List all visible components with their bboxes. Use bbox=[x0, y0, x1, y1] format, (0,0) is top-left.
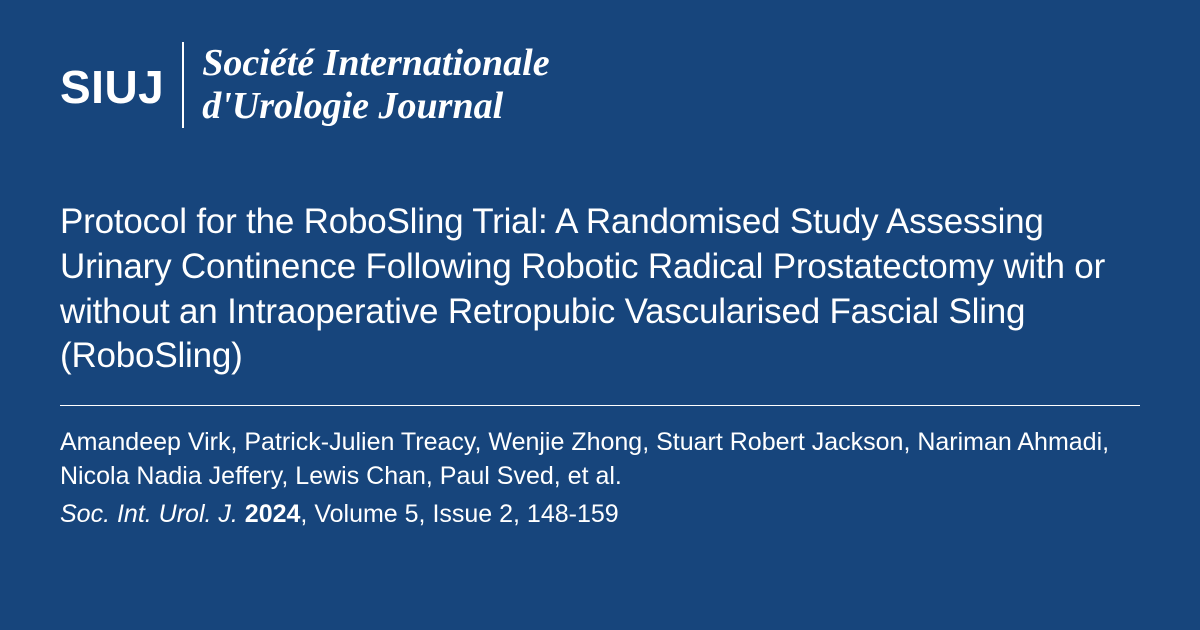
article-authors: Amandeep Virk, Patrick-Julien Treacy, We… bbox=[60, 426, 1120, 494]
citation-year: 2024 bbox=[245, 500, 301, 528]
journal-name-line1: Société Internationale bbox=[202, 42, 549, 85]
article-title: Protocol for the RoboSling Trial: A Rand… bbox=[60, 200, 1130, 379]
journal-logo-full: Société Internationale d'Urologie Journa… bbox=[202, 42, 549, 127]
journal-header: SIUJ Société Internationale d'Urologie J… bbox=[60, 42, 1140, 128]
logo-divider bbox=[182, 42, 184, 128]
journal-name-line2: d'Urologie Journal bbox=[202, 85, 549, 128]
article-citation: Soc. Int. Urol. J. 2024, Volume 5, Issue… bbox=[60, 498, 1140, 532]
horizontal-rule bbox=[60, 405, 1140, 406]
journal-logo-abbrev: SIUJ bbox=[60, 60, 164, 110]
citation-journal: Soc. Int. Urol. J. bbox=[60, 500, 238, 528]
citation-details: , Volume 5, Issue 2, 148-159 bbox=[300, 500, 618, 528]
